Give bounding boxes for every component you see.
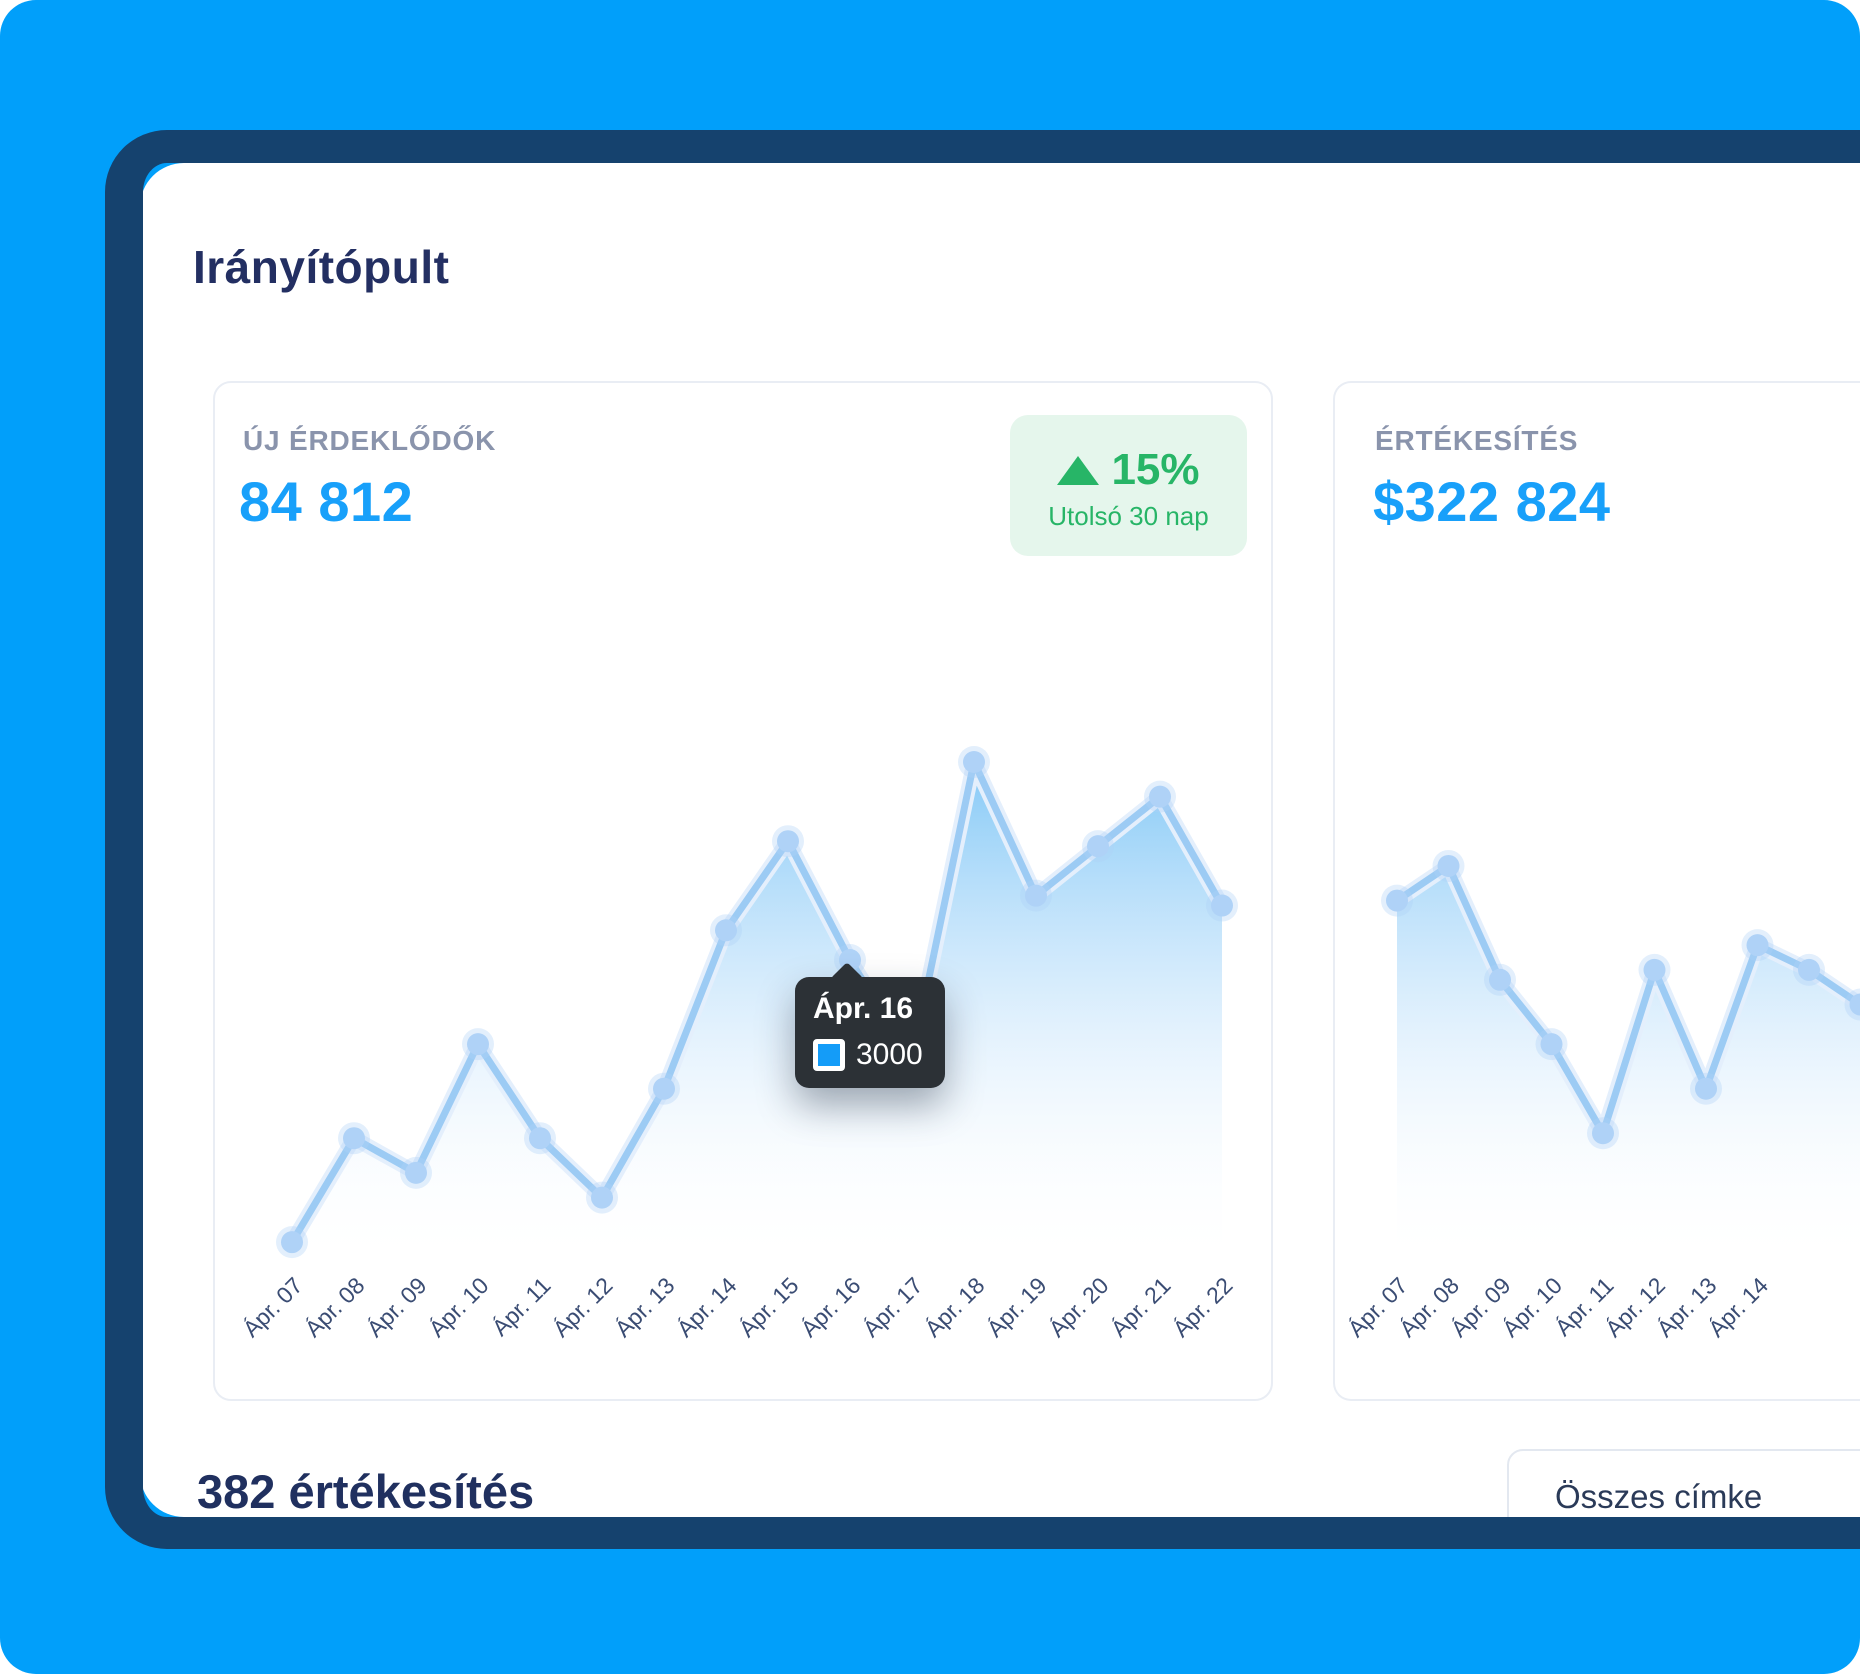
x-axis-label: Ápr. 11: [487, 1272, 556, 1341]
data-point[interactable]: [1025, 884, 1047, 907]
triangle-up-icon: [1057, 455, 1100, 485]
series-line: [288, 758, 1226, 1246]
tooltip-date: Ápr. 16: [813, 992, 914, 1025]
growth-badge: 15% Utolsó 30 nap: [1010, 415, 1247, 556]
sales-metric-label: ÉRTÉKESÍTÉS: [1375, 425, 1579, 456]
x-axis-label: Ápr. 13: [610, 1272, 680, 1342]
x-axis-label: Ápr. 12: [548, 1272, 618, 1342]
x-axis-label: Ápr. 18: [920, 1272, 990, 1342]
data-point[interactable]: [529, 1127, 551, 1150]
series-line: [1393, 862, 1860, 1137]
data-point[interactable]: [715, 919, 737, 942]
data-point[interactable]: [405, 1161, 427, 1184]
x-axis-label: Ápr. 09: [362, 1272, 432, 1342]
x-axis-label: Ápr. 16: [796, 1272, 866, 1342]
data-point[interactable]: [467, 1033, 489, 1056]
area-fill: [292, 762, 1222, 1257]
x-axis-label: Ápr. 22: [1168, 1272, 1238, 1342]
x-axis-label: Ápr. 07: [238, 1272, 308, 1342]
x-axis-label: Ápr. 15: [734, 1272, 804, 1342]
x-axis-label: Ápr. 10: [424, 1272, 494, 1342]
x-axis-label: Ápr. 21: [1106, 1272, 1176, 1342]
data-point[interactable]: [1087, 835, 1109, 858]
leads-metric-value: 84 812: [239, 470, 414, 533]
data-point[interactable]: [1798, 958, 1820, 981]
tag-filter-select[interactable]: Összes címke: [1507, 1449, 1860, 1545]
x-axis-label: Ápr. 14: [672, 1272, 742, 1342]
sales-metric-value: $322 824: [1373, 470, 1611, 533]
tag-filter-label: Összes címke: [1555, 1478, 1763, 1515]
badge-delta: 15%: [1111, 445, 1200, 494]
data-point[interactable]: [591, 1186, 613, 1209]
data-point[interactable]: [777, 830, 799, 853]
data-point[interactable]: [1540, 1033, 1563, 1056]
data-point[interactable]: [343, 1127, 365, 1150]
tooltip-series-swatch: [813, 1039, 845, 1071]
data-point[interactable]: [1211, 894, 1233, 917]
x-axis-label: Ápr. 20: [1044, 1272, 1114, 1342]
chart-tooltip: Ápr. 16 3000: [795, 977, 945, 1088]
data-point[interactable]: [1695, 1077, 1717, 1100]
data-point[interactable]: [963, 751, 985, 773]
data-point[interactable]: [653, 1077, 675, 1100]
data-point[interactable]: [1437, 854, 1460, 877]
data-point[interactable]: [1489, 968, 1511, 991]
badge-caption: Utolsó 30 nap: [1048, 501, 1209, 531]
data-point[interactable]: [281, 1231, 303, 1254]
leads-metric-label: ÚJ ÉRDEKLŐDŐK: [243, 425, 497, 456]
data-point[interactable]: [1746, 934, 1769, 957]
card-new-leads: ÚJ ÉRDEKLŐDŐK 84 812 15% Utolsó 30 nap Á…: [213, 381, 1273, 1401]
data-point[interactable]: [1149, 785, 1171, 808]
card-sales: ÉRTÉKESÍTÉS $322 824 Ápr. 07 Ápr. 08 Ápr. …: [1333, 381, 1860, 1401]
x-axis-label: Ápr. 17: [858, 1272, 928, 1342]
x-axis-label: Ápr. 08: [300, 1272, 370, 1342]
tooltip-value: 3000: [856, 1038, 923, 1071]
data-point[interactable]: [1386, 889, 1408, 912]
x-axis-label: Ápr. 19: [982, 1272, 1052, 1342]
data-point[interactable]: [1643, 958, 1666, 981]
data-point[interactable]: [1592, 1122, 1614, 1145]
sales-count-heading: 382 értékesítés: [197, 1465, 535, 1518]
data-point[interactable]: [1849, 993, 1860, 1016]
page-title: Irányítópult: [193, 241, 450, 293]
x-axis-label: Ápr. 14: [1703, 1272, 1773, 1342]
